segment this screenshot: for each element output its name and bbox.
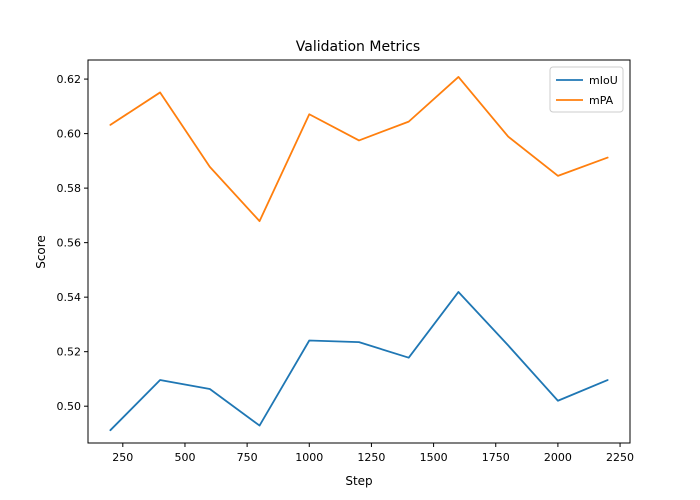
y-axis-title: Score <box>34 235 48 269</box>
series-line-miou <box>109 291 609 432</box>
y-tick-label: 0.50 <box>57 400 82 413</box>
x-tick-label: 500 <box>174 451 195 464</box>
y-axis: 0.50 0.52 0.54 0.56 0.58 0.60 0.62 <box>57 73 88 413</box>
legend-label-miou: mIoU <box>589 74 618 87</box>
x-axis: 250 500 750 1000 1250 1500 1750 2000 2250 <box>112 443 634 464</box>
y-tick-label: 0.60 <box>57 128 82 141</box>
x-tick-label: 1500 <box>420 451 448 464</box>
plot-area <box>109 76 609 432</box>
x-tick-label: 250 <box>112 451 133 464</box>
x-tick-label: 750 <box>237 451 258 464</box>
y-tick-label: 0.62 <box>57 73 82 86</box>
x-tick-label: 1750 <box>482 451 510 464</box>
series-line-mpa <box>109 76 609 223</box>
legend-label-mpa: mPA <box>589 94 614 107</box>
y-tick-label: 0.56 <box>57 237 82 250</box>
y-tick-label: 0.52 <box>57 346 82 359</box>
y-tick-label: 0.58 <box>57 182 82 195</box>
x-tick-label: 1250 <box>357 451 385 464</box>
x-tick-label: 1000 <box>295 451 323 464</box>
x-axis-title: Step <box>345 474 372 488</box>
legend: mIoU mPA <box>549 66 624 113</box>
x-tick-label: 2000 <box>544 451 572 464</box>
plot-frame <box>87 59 631 444</box>
x-tick-label: 2250 <box>606 451 634 464</box>
chart-title: Validation Metrics <box>296 39 420 55</box>
y-tick-label: 0.54 <box>57 291 82 304</box>
